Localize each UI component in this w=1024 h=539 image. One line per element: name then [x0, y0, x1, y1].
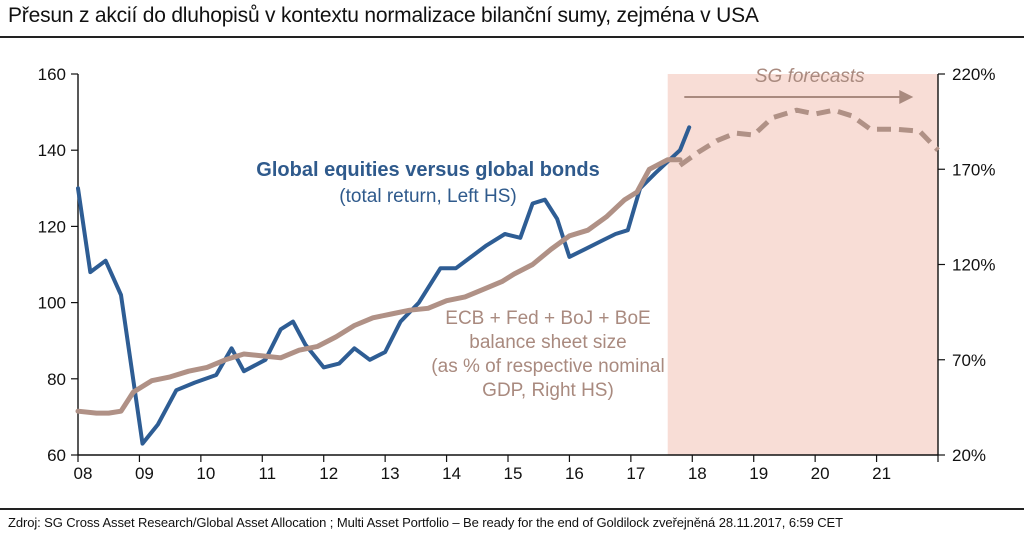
balance-sheet-line [75, 157, 683, 416]
equities-annotation-subtitle: (total return, Left HS) [339, 186, 516, 207]
left-tick-label: 100 [38, 294, 66, 313]
x-tick-label: 10 [196, 464, 215, 483]
equities-annotation-title: Global equities versus global bonds [256, 159, 599, 181]
x-tick-label: 17 [626, 464, 645, 483]
balance-sheet-annotation-line: balance sheet size [469, 332, 626, 353]
x-tick-label: 15 [504, 464, 523, 483]
equities-line [76, 125, 692, 446]
x-tick-label: 11 [258, 464, 276, 483]
left-tick-label: 120 [38, 217, 66, 236]
forecast-band [667, 74, 938, 455]
balance-sheet-annotation-line: (as % of respective nominal [431, 356, 664, 377]
balance-sheet-annotation-line: GDP, Right HS) [482, 380, 614, 401]
balance-sheet-forecast-line [678, 107, 940, 168]
source-note: Zdroj: SG Cross Asset Research/Global As… [8, 515, 843, 530]
x-tick-label: 20 [811, 464, 830, 483]
x-tick-label: 16 [565, 464, 584, 483]
x-tick-label: 19 [749, 464, 768, 483]
left-tick-label: 140 [38, 141, 66, 160]
forecast-arrow-head [899, 90, 914, 104]
left-tick-label: 80 [47, 370, 66, 389]
x-tick-label: 14 [442, 464, 461, 483]
source-rule [0, 508, 1024, 510]
x-tick-label: 12 [319, 464, 338, 483]
right-tick-label: 220% [952, 65, 995, 84]
x-tick-label: 09 [135, 464, 154, 483]
forecast-label: SG forecasts [755, 66, 865, 87]
chart-title: Přesun z akcií do dluhopisů v kontextu n… [8, 4, 759, 27]
right-tick-label: 170% [952, 160, 995, 179]
balance-sheet-annotation-line: ECB + Fed + BoJ + BoE [445, 308, 650, 329]
left-tick-label: 60 [47, 446, 66, 465]
right-tick-label: 20% [952, 446, 986, 465]
right-tick-label: 120% [952, 256, 995, 275]
x-tick-label: 18 [688, 464, 707, 483]
right-tick-label: 70% [952, 351, 986, 370]
x-tick-label: 08 [74, 464, 93, 483]
x-tick-label: 21 [872, 464, 891, 483]
x-tick-label: 13 [381, 464, 400, 483]
left-tick-label: 160 [38, 65, 66, 84]
title-rule [0, 36, 1024, 38]
